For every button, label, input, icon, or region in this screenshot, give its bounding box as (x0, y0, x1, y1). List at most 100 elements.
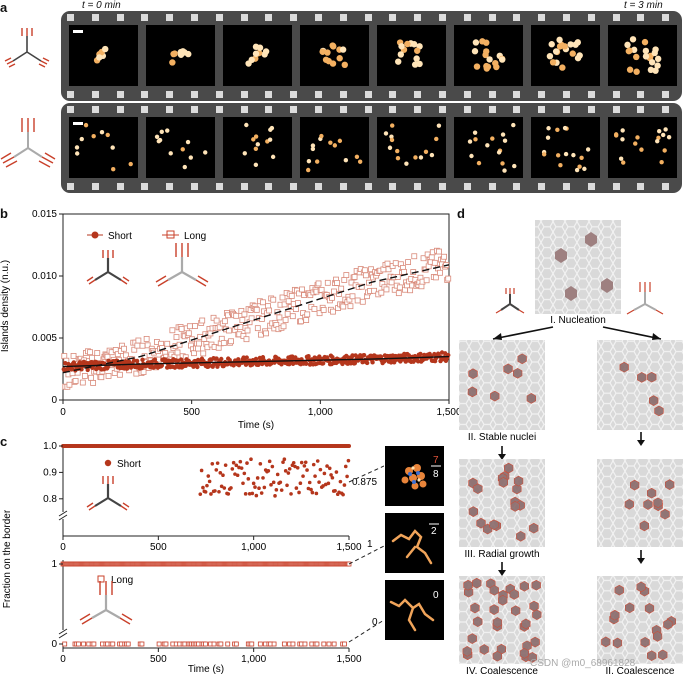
lattice-cluster-cell (531, 579, 541, 591)
long-point (279, 294, 286, 301)
c-short-point (215, 461, 220, 465)
film-hole (339, 14, 347, 21)
c-long-point (225, 641, 231, 647)
nucleation-lattice (535, 220, 621, 314)
long-point (303, 317, 310, 323)
inset-long-image-1: 2 (385, 513, 444, 573)
border-fraction-chart: Fraction on the border 0 500 1,000 1,500 0.8… (2, 441, 384, 675)
short-point (320, 361, 326, 366)
c-long-point (290, 641, 296, 647)
chart-c1-points (61, 444, 351, 498)
short-point (159, 363, 165, 368)
c-short-point (249, 457, 253, 462)
c-short-point (270, 464, 275, 469)
lattice-cluster-cell (503, 462, 514, 474)
long-point (315, 280, 322, 287)
long-point (233, 312, 240, 319)
chart-b-ytick: 0 (51, 395, 57, 406)
lattice-cluster-cell (660, 508, 670, 520)
film-hole (662, 91, 670, 98)
long-point (105, 373, 112, 379)
lattice-cluster-cell (519, 580, 529, 592)
lattice-cluster-cell (476, 517, 486, 529)
long-point (289, 313, 296, 320)
film-hole (513, 183, 521, 190)
film-hole (191, 91, 198, 98)
long-point (354, 297, 361, 304)
film-hole (91, 106, 99, 113)
long-point (140, 369, 147, 375)
inset-long-image-2: 0 (385, 580, 444, 640)
short-point (306, 354, 311, 359)
film-hole (290, 14, 298, 21)
long-point (220, 340, 227, 346)
lattice-cluster-cell (658, 649, 668, 661)
short-point (253, 356, 259, 362)
c-short-point (243, 492, 248, 496)
lattice-cluster-cell (532, 609, 542, 621)
long-point (114, 351, 121, 358)
film-hole (116, 183, 124, 190)
lattice-cluster-cell (643, 499, 653, 510)
c-short-point (285, 483, 289, 488)
lattice-cluster-cell (473, 483, 483, 495)
short-point (418, 351, 423, 357)
long-point (226, 327, 232, 334)
long-point (213, 317, 220, 324)
c-short-point (286, 471, 291, 475)
long-point (280, 323, 287, 330)
long-point (285, 298, 292, 305)
left-radial-growth-lattice (459, 459, 545, 547)
c-short-point (346, 458, 351, 463)
short-point (244, 355, 249, 360)
c-short-point (278, 480, 283, 485)
film-hole (91, 14, 99, 21)
c-short-point (295, 466, 300, 470)
chart-c1-xtick: 0 (60, 542, 66, 553)
stage-radial-growth-label: III. Radial growth (464, 549, 539, 560)
short-point (152, 357, 158, 362)
inset-long-1-value: 2 (431, 526, 437, 537)
long-point (396, 284, 403, 291)
c-long-point (139, 641, 145, 647)
c-long-point (156, 641, 162, 647)
inset-short-image: 7 8 (385, 446, 444, 506)
c-short-point (307, 480, 312, 485)
c-short-point (343, 464, 348, 469)
c-short-point (209, 492, 213, 496)
c-short-point (299, 460, 304, 465)
film-hole (538, 14, 546, 21)
afm-frame-1 (69, 117, 138, 178)
chart-c2-xtick: 0 (60, 654, 66, 665)
c-short-point (302, 464, 307, 468)
lattice-cluster-cell (479, 644, 489, 655)
c-short-point (234, 463, 239, 468)
short-point (361, 352, 367, 358)
lattice-cluster-cell (639, 520, 649, 532)
lattice-cluster-cell (517, 353, 527, 365)
film-hole (612, 91, 620, 98)
lattice-cluster-cell (640, 636, 650, 648)
d-long-molecule-icon (626, 282, 664, 315)
chart-b-xlabel: Time (s) (238, 420, 274, 431)
lattice-cluster-cell (653, 631, 663, 642)
c-long-point (81, 641, 86, 647)
c-long-point (62, 641, 68, 647)
c-legend-long-marker (97, 575, 105, 583)
long-point (173, 334, 180, 341)
film-hole (563, 91, 570, 98)
c-short-point (271, 480, 276, 485)
c-short-point (241, 481, 245, 486)
c-long-point (321, 641, 327, 647)
stage-coalescence-left-label: IV. Coalescence (466, 666, 538, 677)
long-point (66, 381, 73, 388)
film-hole (513, 14, 521, 21)
long-point (81, 373, 88, 379)
stage-nucleation-label: I. Nucleation (550, 315, 606, 326)
film-hole (67, 106, 74, 113)
c-short-point (267, 459, 272, 464)
long-point (239, 317, 246, 323)
short-point (364, 360, 370, 366)
film-hole (166, 14, 174, 21)
c-short-point (297, 490, 301, 495)
